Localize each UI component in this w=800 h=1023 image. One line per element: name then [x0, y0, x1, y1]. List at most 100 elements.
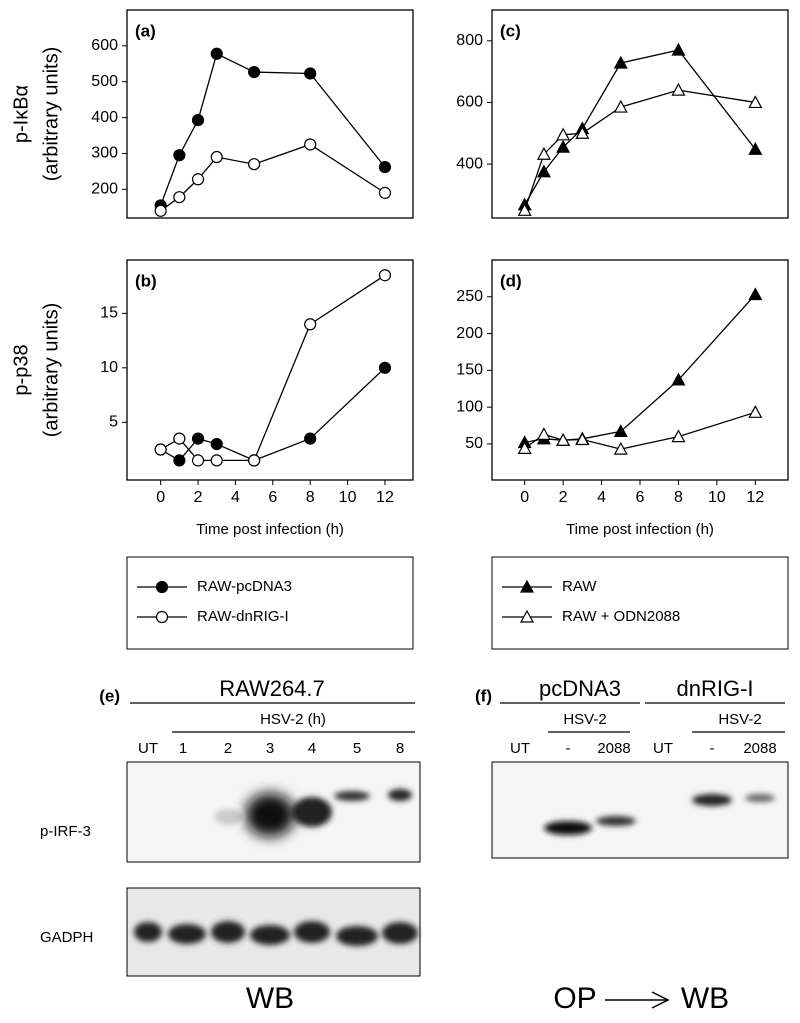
treatment-label: HSV-2 (h) — [260, 711, 326, 728]
y-axis-label: p-IκBα — [10, 85, 32, 143]
x-tick-label: 2 — [559, 489, 568, 506]
blot-title: RAW264.7 — [219, 676, 325, 701]
x-tick-label: 6 — [268, 489, 277, 506]
marker — [304, 318, 317, 331]
group-label: pcDNA3 — [539, 676, 621, 701]
y-tick-label: 10 — [100, 359, 118, 376]
treatment-label: HSV-2 — [718, 711, 761, 728]
treatment-label: HSV-2 — [563, 711, 606, 728]
marker — [378, 361, 392, 374]
marker — [613, 441, 628, 455]
marker — [304, 432, 317, 445]
plot-frame — [491, 9, 789, 219]
series-line — [524, 49, 756, 206]
lane-label: 5 — [353, 740, 361, 757]
x-tick-label: 4 — [597, 489, 606, 506]
marker — [748, 287, 763, 301]
bands — [134, 921, 418, 946]
plot-frame — [126, 259, 414, 481]
legend-label: RAW — [562, 578, 597, 595]
marker — [378, 269, 392, 282]
method-label: OP — [553, 982, 596, 1015]
marker — [536, 427, 551, 440]
marker — [191, 432, 205, 445]
plot-frame — [491, 259, 789, 481]
x-tick-label: 6 — [636, 489, 645, 506]
marker — [210, 150, 223, 164]
marker — [748, 142, 763, 155]
legend-box — [491, 556, 789, 650]
marker — [575, 432, 590, 446]
panel-label: (e) — [99, 686, 120, 705]
marker — [517, 441, 532, 454]
y-tick-label: 400 — [91, 109, 118, 126]
y-tick-label: 15 — [100, 305, 118, 322]
marker — [575, 126, 590, 139]
y-tick-label: 250 — [456, 288, 483, 305]
lane-label: 1 — [179, 740, 187, 757]
y-tick-label: 300 — [91, 145, 118, 162]
lane-label: 4 — [308, 740, 316, 757]
marker — [556, 127, 571, 141]
marker — [304, 138, 317, 151]
panel-label: (a) — [135, 21, 156, 40]
marker — [556, 139, 571, 153]
y-axis-label: (arbitrary units) — [40, 47, 62, 181]
marker — [210, 437, 223, 451]
lane-label: - — [566, 740, 571, 757]
y-tick-label: 400 — [456, 155, 483, 172]
marker — [613, 55, 628, 69]
marker — [173, 454, 186, 467]
series-line — [160, 274, 386, 462]
y-tick-label: 50 — [465, 435, 483, 452]
lane-label: 2 — [224, 740, 232, 757]
marker — [613, 424, 628, 438]
lane-label: 2088 — [597, 740, 630, 757]
group-label: dnRIG-I — [676, 676, 753, 701]
marker — [154, 443, 167, 456]
legend-marker — [155, 610, 169, 624]
x-axis-label: Time post infection (h) — [566, 521, 714, 538]
marker — [191, 113, 205, 127]
x-tick-label: 0 — [156, 489, 165, 506]
panel-label: (b) — [135, 271, 157, 290]
row-label: GADPH — [40, 929, 93, 946]
y-tick-label: 800 — [456, 32, 483, 49]
marker — [210, 454, 223, 467]
x-tick-label: 8 — [306, 489, 315, 506]
marker — [173, 191, 186, 204]
y-tick-label: 600 — [456, 94, 483, 111]
blot — [491, 761, 789, 859]
series-line — [524, 294, 756, 444]
panel-label: (c) — [500, 21, 521, 40]
marker — [304, 67, 317, 80]
panel-label: (d) — [500, 271, 522, 290]
marker — [613, 99, 628, 113]
plot-frame — [126, 9, 414, 219]
marker — [517, 203, 532, 216]
x-tick-label: 8 — [674, 489, 683, 506]
y-tick-label: 600 — [91, 37, 118, 54]
y-axis-label: p-p38 — [10, 344, 32, 395]
legend-label: RAW-dnRIG-I — [197, 608, 289, 625]
x-axis-label: Time post infection (h) — [196, 521, 344, 538]
method-label: WB — [246, 982, 294, 1015]
panel-label: (f) — [475, 686, 492, 705]
marker — [748, 405, 763, 418]
marker — [536, 164, 551, 178]
marker — [378, 186, 392, 199]
x-tick-label: 4 — [231, 489, 240, 506]
marker — [748, 95, 763, 109]
lane-label: - — [710, 740, 715, 757]
legend-marker — [519, 579, 535, 593]
lane-label: 2088 — [743, 740, 776, 757]
x-tick-label: 12 — [376, 489, 394, 506]
x-tick-label: 10 — [339, 489, 357, 506]
blot — [126, 761, 421, 863]
y-tick-label: 500 — [91, 73, 118, 90]
method-label: WB — [681, 982, 729, 1015]
y-tick-label: 200 — [456, 325, 483, 342]
legend-label: RAW-pcDNA3 — [197, 578, 292, 595]
marker — [671, 429, 686, 443]
